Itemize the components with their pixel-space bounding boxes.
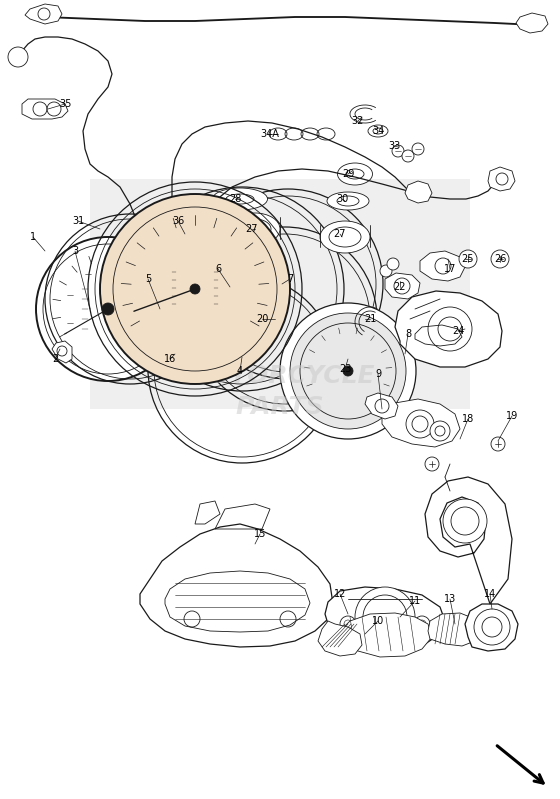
Circle shape bbox=[102, 303, 114, 315]
Polygon shape bbox=[22, 99, 68, 119]
Text: 16: 16 bbox=[164, 354, 176, 364]
Text: 25: 25 bbox=[462, 254, 474, 264]
Text: 34A: 34A bbox=[260, 129, 279, 139]
Polygon shape bbox=[365, 393, 398, 419]
Text: 14: 14 bbox=[484, 589, 496, 599]
Polygon shape bbox=[325, 587, 445, 647]
Polygon shape bbox=[382, 399, 460, 447]
Circle shape bbox=[113, 207, 277, 371]
Circle shape bbox=[491, 437, 505, 451]
Ellipse shape bbox=[368, 125, 388, 137]
Circle shape bbox=[375, 399, 389, 413]
Text: 29: 29 bbox=[342, 169, 354, 179]
Polygon shape bbox=[488, 167, 515, 191]
Text: 27: 27 bbox=[246, 224, 258, 234]
Circle shape bbox=[474, 609, 510, 645]
Circle shape bbox=[414, 616, 430, 632]
Text: 30: 30 bbox=[336, 194, 348, 204]
Ellipse shape bbox=[338, 163, 372, 185]
Text: 15: 15 bbox=[254, 529, 266, 539]
Text: 31: 31 bbox=[72, 216, 84, 226]
Text: 6: 6 bbox=[215, 264, 221, 274]
Circle shape bbox=[190, 284, 200, 294]
Text: 32: 32 bbox=[352, 116, 364, 126]
Text: 20: 20 bbox=[256, 314, 268, 324]
Polygon shape bbox=[420, 251, 465, 281]
Text: MOTORCYCLE: MOTORCYCLE bbox=[185, 364, 375, 388]
Polygon shape bbox=[385, 273, 420, 299]
Text: 2: 2 bbox=[52, 354, 58, 364]
Text: 3: 3 bbox=[72, 246, 78, 256]
Circle shape bbox=[392, 145, 404, 157]
Polygon shape bbox=[318, 621, 362, 656]
Text: 34: 34 bbox=[372, 126, 384, 136]
Text: 9: 9 bbox=[375, 369, 381, 379]
Text: 5: 5 bbox=[145, 274, 151, 284]
Circle shape bbox=[343, 366, 353, 376]
Text: 4: 4 bbox=[237, 366, 243, 376]
Circle shape bbox=[36, 237, 180, 381]
Text: 23: 23 bbox=[339, 364, 351, 374]
Circle shape bbox=[340, 616, 356, 632]
Circle shape bbox=[387, 258, 399, 270]
Text: 22: 22 bbox=[394, 282, 406, 292]
Circle shape bbox=[402, 150, 414, 162]
Polygon shape bbox=[340, 613, 432, 657]
Circle shape bbox=[280, 303, 416, 439]
Text: 24: 24 bbox=[452, 326, 464, 336]
Circle shape bbox=[355, 587, 415, 647]
Text: 10: 10 bbox=[372, 616, 384, 626]
Text: 19: 19 bbox=[506, 411, 518, 421]
Text: 33: 33 bbox=[388, 141, 400, 151]
Text: 26: 26 bbox=[494, 254, 506, 264]
Text: 21: 21 bbox=[364, 314, 376, 324]
Bar bbox=[90, 179, 470, 409]
Circle shape bbox=[380, 265, 392, 277]
Text: 17: 17 bbox=[444, 264, 456, 274]
Circle shape bbox=[406, 410, 434, 438]
Text: 18: 18 bbox=[462, 414, 474, 424]
Polygon shape bbox=[52, 341, 72, 363]
Text: 28: 28 bbox=[229, 194, 241, 204]
Polygon shape bbox=[405, 181, 432, 203]
Ellipse shape bbox=[320, 221, 370, 253]
Polygon shape bbox=[25, 4, 62, 24]
Polygon shape bbox=[140, 524, 333, 647]
Polygon shape bbox=[395, 291, 502, 367]
Ellipse shape bbox=[327, 192, 369, 210]
Ellipse shape bbox=[230, 213, 280, 245]
Circle shape bbox=[443, 499, 487, 543]
Polygon shape bbox=[428, 613, 480, 646]
Text: 1: 1 bbox=[30, 232, 36, 242]
Polygon shape bbox=[516, 13, 548, 33]
Text: 12: 12 bbox=[334, 589, 346, 599]
Circle shape bbox=[412, 143, 424, 155]
Text: 35: 35 bbox=[59, 99, 71, 109]
Polygon shape bbox=[425, 477, 512, 604]
Text: 13: 13 bbox=[444, 594, 456, 604]
Circle shape bbox=[290, 313, 406, 429]
Text: 7: 7 bbox=[287, 274, 293, 284]
Circle shape bbox=[430, 421, 450, 441]
Ellipse shape bbox=[212, 188, 268, 210]
Polygon shape bbox=[178, 237, 200, 253]
Text: PARTS: PARTS bbox=[236, 396, 324, 419]
Text: 27: 27 bbox=[334, 229, 346, 239]
Polygon shape bbox=[158, 344, 195, 367]
Text: 8: 8 bbox=[405, 329, 411, 339]
Circle shape bbox=[8, 47, 28, 67]
Text: 11: 11 bbox=[409, 596, 421, 606]
Polygon shape bbox=[465, 604, 518, 651]
Text: 36: 36 bbox=[172, 216, 184, 226]
Circle shape bbox=[100, 194, 290, 384]
Circle shape bbox=[459, 250, 477, 268]
Circle shape bbox=[425, 457, 439, 471]
Circle shape bbox=[491, 250, 509, 268]
